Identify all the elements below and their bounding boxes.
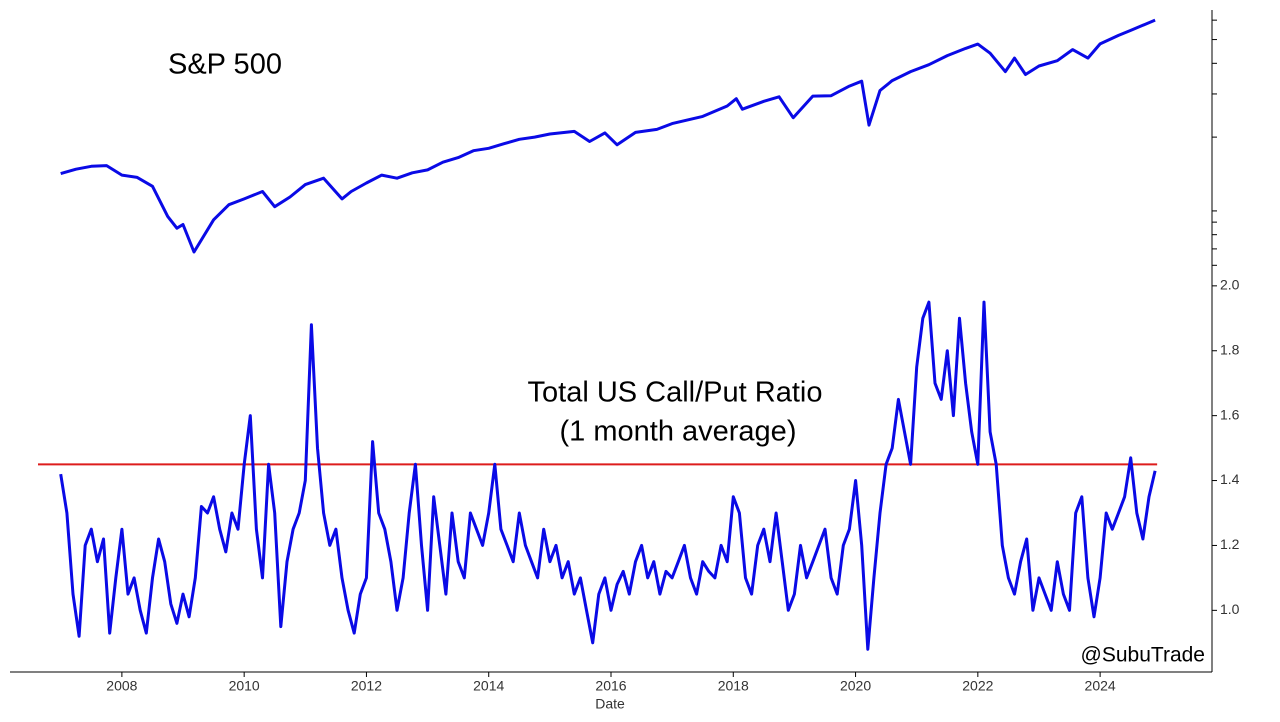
chart-title: Total US Call/Put Ratio xyxy=(528,377,823,409)
x-tick-label: 2010 xyxy=(229,678,260,694)
x-axis-label: Date xyxy=(595,696,625,712)
y-tick-label: 1.8 xyxy=(1220,341,1240,357)
y-tick-label: 1.0 xyxy=(1220,601,1240,617)
x-tick-label: 2024 xyxy=(1085,678,1116,694)
x-tick-label: 2016 xyxy=(595,678,626,694)
chart-subtitle: (1 month average) xyxy=(560,416,797,448)
y-tick-label: 1.4 xyxy=(1220,471,1240,487)
x-tick-label: 2012 xyxy=(351,678,382,694)
chart-title: S&P 500 xyxy=(168,49,282,81)
data-line xyxy=(60,18,1156,254)
x-tick-label: 2008 xyxy=(106,678,137,694)
y-tick-label: 1.2 xyxy=(1220,536,1240,552)
x-tick-label: 2020 xyxy=(840,678,871,694)
x-tick-label: 2018 xyxy=(718,678,749,694)
y-tick-label: 1.6 xyxy=(1220,406,1240,422)
y-tick-label: 2.0 xyxy=(1220,277,1240,293)
x-tick-label: 2022 xyxy=(962,678,993,694)
data-line xyxy=(59,300,1157,651)
x-tick-label: 2014 xyxy=(473,678,504,694)
annotation: @SubuTrade xyxy=(1081,644,1205,667)
